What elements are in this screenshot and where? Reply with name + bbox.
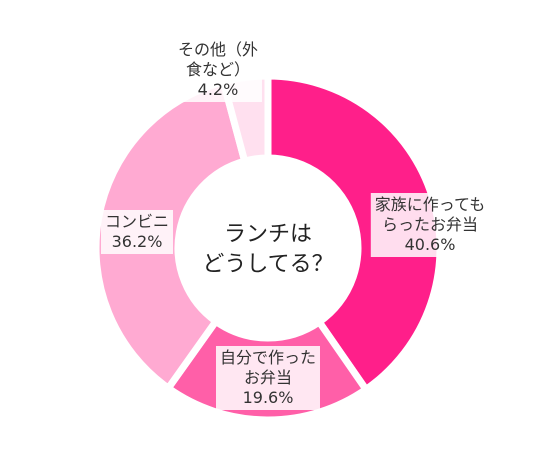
value-label: 4.2%	[197, 80, 239, 99]
category-label: 自分で作った お弁当	[219, 348, 317, 387]
category-label: その他（外 食など）	[177, 40, 259, 79]
center-title: ランチは どうしてる？	[202, 222, 334, 277]
category-label: 家族に作っても らったお弁当	[374, 195, 486, 234]
slice-label: コンビニ 36.2%	[100, 210, 174, 254]
value-label: 36.2%	[111, 232, 163, 251]
value-label: 19.6%	[242, 388, 294, 407]
slice-label: 自分で作った お弁当 19.6%	[215, 346, 321, 410]
category-label: コンビニ	[104, 212, 170, 231]
slice-label: その他（外 食など） 4.2%	[173, 38, 263, 102]
slice-label: 家族に作っても らったお弁当 40.6%	[370, 193, 490, 257]
value-label: 40.6%	[404, 235, 456, 254]
donut-slice	[264, 72, 444, 395]
